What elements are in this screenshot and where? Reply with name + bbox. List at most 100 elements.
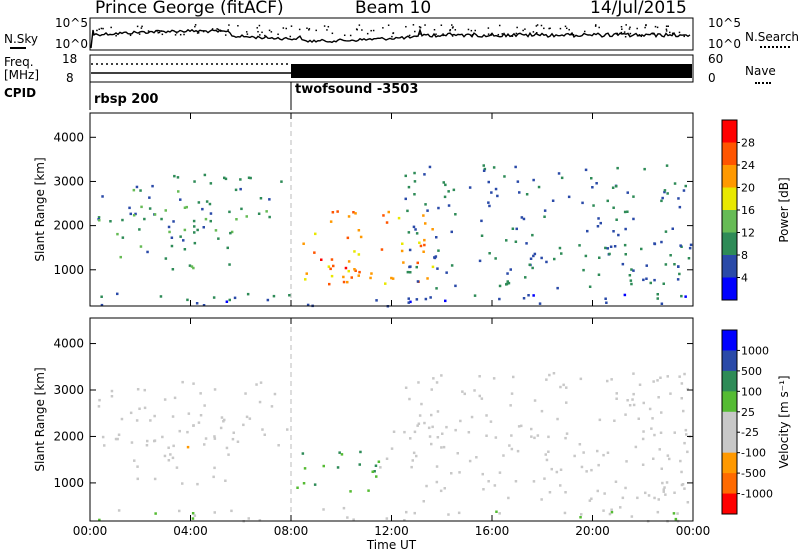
heatmap-cell [678,272,681,276]
y-tick-label: 1000 [53,476,84,490]
heatmap-cell [641,463,645,466]
heatmap-cell [407,231,411,234]
heatmap-cell [347,215,351,218]
y-tick-label: 4000 [53,337,84,351]
heatmap-cell [645,264,648,267]
heatmap-cell [450,264,454,267]
heatmap-cell [665,164,669,167]
beam-title: Beam 10 [355,0,432,18]
heatmap-cell [634,445,638,449]
heatmap-cell [259,197,263,200]
nsearch-dot [391,35,393,38]
heatmap-cell [163,398,167,401]
heatmap-cell [153,414,156,418]
heatmap-cell [556,286,559,290]
nsearch-dot [156,30,158,32]
heatmap-cell [199,392,202,395]
heatmap-cell [450,230,453,234]
heatmap-cell [642,430,645,433]
heatmap-cell [478,375,481,378]
heatmap-cell [628,274,632,277]
heatmap-cell [445,271,448,274]
heatmap-cell [684,295,687,298]
nsearch-dot [629,32,632,35]
heatmap-cell [596,225,600,228]
heatmap-cell [423,243,426,247]
heatmap-cell [117,509,121,512]
nsearch-dot [157,31,160,34]
nsearch-dot [355,28,358,30]
heatmap-cell [590,177,593,180]
nsearch-dot [616,32,619,35]
heatmap-cell [277,444,280,447]
heatmap-cell [179,235,182,238]
heatmap-cell [405,510,408,514]
heatmap-cell [642,278,645,282]
colorbar-swatch [722,370,737,392]
heatmap-cell [532,294,535,297]
nsearch-dot [683,35,685,38]
heatmap-cell [514,165,517,169]
heatmap-cell [652,380,655,383]
heatmap-cell [656,297,659,300]
heatmap-cell [197,421,201,424]
nsearch-dot [451,35,454,37]
heatmap-cell [154,512,157,515]
heatmap-cell [606,379,609,383]
heatmap-cell [649,281,652,285]
heatmap-cell [430,413,433,417]
nsearch-dot [435,33,437,35]
heatmap-cell [418,414,422,417]
heatmap-cell [611,186,615,189]
heatmap-cell [412,225,416,229]
heatmap-cell [493,484,497,487]
heatmap-cell [498,284,502,288]
heatmap-cell [229,231,232,235]
nsky-label: N.Sky [4,32,39,46]
nsearch-dot [498,24,501,27]
heatmap-cell [424,222,427,225]
heatmap-cell [473,389,476,392]
heatmap-cell [135,419,139,422]
power-axes: 1000 2000 3000 4000 Slant Range [km] [33,113,694,306]
heatmap-cell [498,297,501,301]
heatmap-cell [332,264,335,268]
heatmap-cell [373,470,376,473]
heatmap-cell [418,241,421,244]
heatmap-cell [480,234,484,237]
heatmap-cell [203,173,207,177]
colorbar-swatch [722,210,737,233]
heatmap-cell [608,252,611,256]
heatmap-cell [490,191,493,194]
heatmap-cell [422,214,425,217]
heatmap-cell [193,180,196,183]
nsearch-dot [636,34,639,37]
nsearch-dot [640,35,643,38]
heatmap-cell [615,218,618,221]
heatmap-cell [171,415,175,418]
heatmap-cell [606,199,609,203]
heatmap-cell [596,489,599,493]
nsearch-dot [487,27,490,29]
heatmap-cell [338,451,341,454]
heatmap-cell [110,395,114,398]
heatmap-cell [214,229,218,232]
heatmap-cell [342,275,345,279]
heatmap-cell [313,251,316,254]
heatmap-cell [246,292,250,296]
cpid-label: CPID [4,86,37,100]
heatmap-cell [302,242,305,245]
heatmap-cell [201,207,204,211]
heatmap-cell [650,427,653,430]
heatmap-cell [192,424,195,427]
heatmap-cell [609,245,613,248]
heatmap-cell [512,375,515,379]
heatmap-cell [545,378,548,381]
heatmap-cell [533,252,537,256]
heatmap-cell [270,405,274,408]
heatmap-cell [560,252,563,255]
nsearch-dot [412,24,415,26]
x-tick-label: 16:00 [475,524,510,538]
heatmap-cell [488,252,491,255]
heatmap-cell [249,176,252,180]
